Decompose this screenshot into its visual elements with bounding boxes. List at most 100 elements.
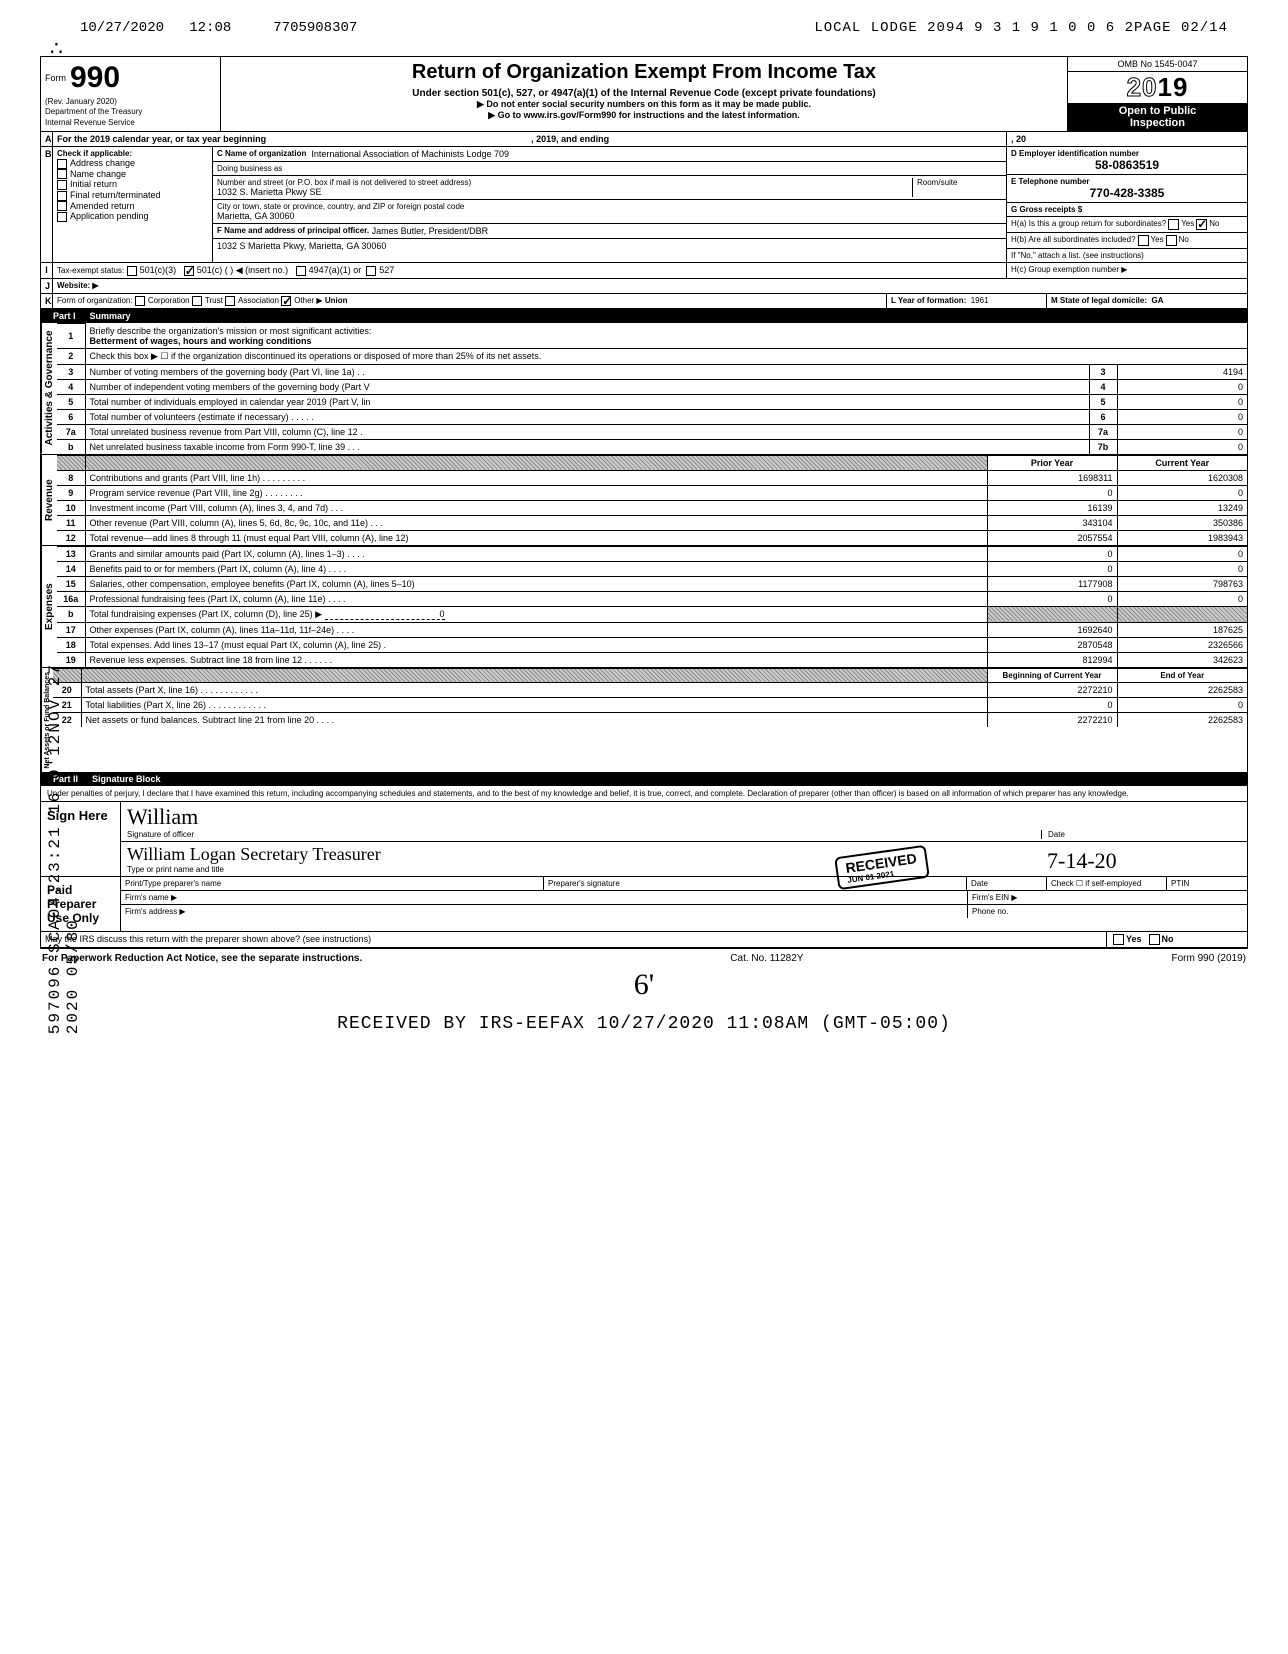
d-label: D Employer identification number [1011, 149, 1243, 158]
date-label: Date [1048, 830, 1241, 839]
exp-row: Revenue less expenses. Subtract line 18 … [85, 652, 987, 667]
arrow-line-1: ▶ Do not enter social security numbers o… [225, 99, 1063, 110]
form-rev: (Rev. January 2020) [45, 97, 216, 106]
check-if-applicable: Check if applicable: [57, 149, 208, 158]
exp-row: Professional fundraising fees (Part IX, … [85, 591, 987, 606]
inspection: Inspection [1070, 117, 1245, 129]
state-domicile: GA [1151, 296, 1163, 305]
net-row: Total assets (Part X, line 16) . . . . .… [81, 682, 987, 697]
exp-row-16b: Total fundraising expenses (Part IX, col… [85, 606, 987, 622]
ein: 58-0863519 [1011, 158, 1243, 172]
gov-val-5: 0 [1117, 394, 1247, 409]
city-state-zip: Marietta, GA 30060 [217, 211, 1002, 221]
principal-officer: James Butler, President/DBR [372, 226, 489, 236]
prep-date-label: Date [967, 877, 1047, 890]
rev-row: Total revenue—add lines 8 through 11 (mu… [85, 530, 987, 545]
line-a-end: , 20 [1007, 132, 1247, 146]
mission-text: Betterment of wages, hours and working c… [90, 336, 312, 346]
chk-amended-return[interactable]: Amended return [57, 201, 208, 212]
open-to-public: Open to Public [1070, 105, 1245, 117]
website: Website: ▶ [53, 279, 1247, 293]
form-subtitle: Under section 501(c), 527, or 4947(a)(1)… [225, 88, 1063, 99]
gov-val-3: 4194 [1117, 364, 1247, 379]
hb-label: H(b) Are all subordinates included? [1011, 235, 1136, 246]
fax-right: LOCAL LODGE 2094 9 3 1 9 1 0 0 6 2PAGE 0… [814, 20, 1228, 36]
exp-row: Benefits paid to or for members (Part IX… [85, 561, 987, 576]
ha-label: H(a) Is this a group return for subordin… [1011, 219, 1166, 230]
perjury-statement: Under penalties of perjury, I declare th… [41, 786, 1247, 802]
hdr-beginning-year: Beginning of Current Year [987, 668, 1117, 682]
hdr-prior-year: Prior Year [987, 455, 1117, 470]
rev-row: Program service revenue (Part VIII, line… [85, 485, 987, 500]
gov-row-7a: Total unrelated business revenue from Pa… [85, 424, 1089, 439]
l-label: L Year of formation: [891, 296, 966, 305]
gov-row-4: Number of independent voting members of … [85, 379, 1089, 394]
part-1-header: Part ISummary [41, 309, 1247, 323]
exp-row: Grants and similar amounts paid (Part IX… [85, 546, 987, 561]
self-employed-check[interactable]: Check ☐ if self-employed [1047, 877, 1167, 890]
rev-row: Contributions and grants (Part VIII, lin… [85, 470, 987, 485]
gov-row-3: Number of voting members of the governin… [85, 364, 1089, 379]
may-irs-discuss: May the IRS discuss this return with the… [41, 932, 1107, 947]
net-row: Net assets or fund balances. Subtract li… [81, 712, 987, 727]
gov-val-6: 0 [1117, 409, 1247, 424]
c-label: C Name of organization [217, 149, 306, 159]
m-label: M State of legal domicile: [1051, 296, 1147, 305]
part-2-header: Part IISignature Block [41, 772, 1247, 786]
dept-treasury: Department of the Treasury [45, 107, 216, 116]
tax-exempt-status: Tax-exempt status: 501(c)(3) 501(c) ( ) … [53, 263, 1007, 278]
line-a: For the 2019 calendar year, or tax year … [53, 132, 1007, 146]
fax-header: 10/27/2020 12:08 7705908307 LOCAL LODGE … [40, 20, 1248, 46]
net-row: Total liabilities (Part X, line 26) . . … [81, 697, 987, 712]
dba-label: Doing business as [213, 162, 1006, 176]
vlabel-expenses: Expenses [41, 546, 57, 667]
chk-final-return[interactable]: Final return/terminated [57, 190, 208, 201]
h-note: If "No," attach a list. (see instruction… [1007, 249, 1247, 262]
ptin-label: PTIN [1167, 877, 1247, 890]
firm-address-label: Firm's address ▶ [121, 905, 967, 918]
rev-row: Other revenue (Part VIII, column (A), li… [85, 515, 987, 530]
firm-ein-label: Firm's EIN ▶ [967, 891, 1247, 904]
tax-year: 20201919 [1068, 72, 1247, 103]
gov-val-7a: 0 [1117, 424, 1247, 439]
street-address: 1032 S. Marietta Pkwy SE [217, 187, 912, 197]
scan-dots: ∴ [40, 46, 1248, 52]
exp-row: Salaries, other compensation, employee b… [85, 576, 987, 591]
chk-application-pending[interactable]: Application pending [57, 211, 208, 222]
sign-date: 7-14-20 [1047, 848, 1241, 874]
form-of-org: Form of organization: Corporation Trust … [53, 294, 887, 308]
org-name: International Association of Machinists … [311, 149, 509, 159]
f-label: F Name and address of principal officer. [217, 226, 369, 236]
chk-initial-return[interactable]: Initial return [57, 179, 208, 190]
phone-label: Phone no. [967, 905, 1247, 918]
firm-name-label: Firm's name ▶ [121, 891, 967, 904]
omb-number: OMB No 1545-0047 [1068, 57, 1247, 72]
handwritten-6: 6' [634, 968, 654, 1001]
hdr-end-year: End of Year [1117, 668, 1247, 682]
vlabel-governance: Activities & Governance [41, 323, 57, 454]
rev-row: Investment income (Part VIII, column (A)… [85, 500, 987, 515]
hdr-current-year: Current Year [1117, 455, 1247, 470]
pra-notice: For Paperwork Reduction Act Notice, see … [42, 953, 362, 964]
exp-row: Other expenses (Part IX, column (A), lin… [85, 622, 987, 637]
vlabel-net-assets: Net Assets or Fund Balances [41, 668, 53, 773]
fax-number: 7705908307 [273, 20, 357, 36]
fax-date: 10/27/2020 [80, 20, 164, 36]
g-label: G Gross receipts $ [1007, 203, 1247, 217]
addr-label: Number and street (or P.O. box if mail i… [217, 178, 912, 187]
fax-time: 12:08 [189, 20, 231, 36]
city-label: City or town, state or province, country… [217, 202, 1002, 211]
irs-line: Internal Revenue Service [45, 118, 216, 127]
officer-signature: William [127, 804, 1041, 830]
year-formation: 1961 [971, 296, 989, 305]
eefax-footer: RECEIVED BY IRS-EEFAX 10/27/2020 11:08AM… [40, 1014, 1248, 1034]
preparer-name-label: Print/Type preparer's name [121, 877, 544, 890]
form-number: Form990 [45, 61, 216, 95]
chk-name-change[interactable]: Name change [57, 169, 208, 180]
hc-label: H(c) Group exemption number ▶ [1007, 263, 1247, 278]
form-990: Form990 (Rev. January 2020) Department o… [40, 56, 1248, 949]
arrow-line-2: ▶ Go to www.irs.gov/Form990 for instruct… [225, 110, 1063, 121]
chk-address-change[interactable]: Address change [57, 158, 208, 169]
gov-row-7b: Net unrelated business taxable income fr… [85, 439, 1089, 454]
telephone: 770-428-3385 [1011, 186, 1243, 200]
